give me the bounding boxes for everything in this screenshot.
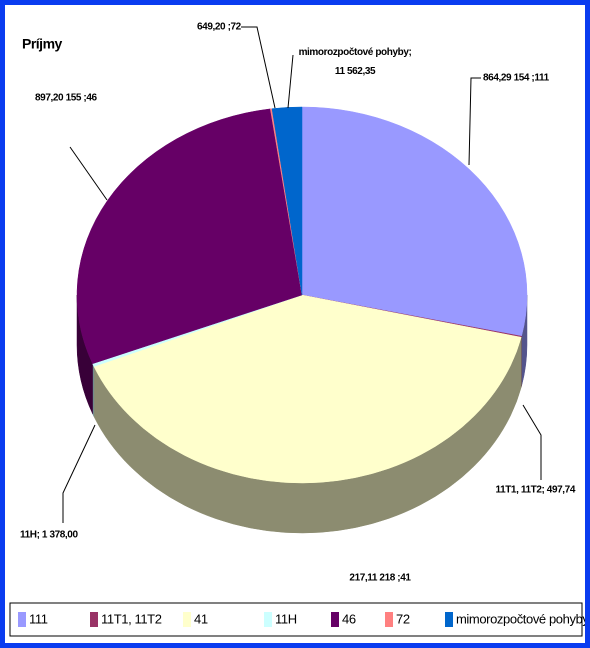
leader-line bbox=[241, 26, 276, 109]
data-label: 649,20 ;72 bbox=[197, 22, 242, 33]
legend-swatch bbox=[385, 612, 393, 627]
data-label: 897,20 155 ;46 bbox=[35, 93, 98, 104]
legend-label: mimorozpočtové pohyby bbox=[456, 611, 585, 626]
leader-line bbox=[468, 77, 481, 166]
legend-label: 72 bbox=[396, 611, 410, 626]
leader-line bbox=[522, 404, 542, 480]
legend-swatch bbox=[264, 612, 272, 627]
slice bbox=[271, 106, 303, 296]
data-label: 11H; 1 378,00 bbox=[20, 530, 78, 541]
slice bbox=[301, 106, 528, 337]
legend-label: 11T1, 11T2 bbox=[101, 611, 162, 626]
legend-label: 111 bbox=[29, 611, 48, 626]
data-label: 11T1, 11T2; 497,74 bbox=[495, 485, 575, 496]
data-label: mimorozpočtové pohyby; 11 562,35 bbox=[298, 47, 412, 77]
leader-line bbox=[62, 424, 96, 523]
leader-line bbox=[287, 54, 294, 109]
chart-title: Príjmy bbox=[22, 36, 63, 52]
legend-swatch bbox=[18, 612, 26, 627]
legend-swatch bbox=[445, 612, 453, 627]
leader-line bbox=[69, 146, 108, 201]
legend-label: 11H bbox=[275, 611, 297, 626]
slice bbox=[76, 108, 303, 365]
legend-swatch bbox=[331, 612, 339, 627]
legend-label: 41 bbox=[194, 611, 208, 626]
legend-swatch bbox=[183, 612, 191, 627]
slice bbox=[93, 294, 522, 484]
legend-box bbox=[9, 602, 583, 637]
legend-swatch bbox=[90, 612, 98, 627]
data-label: 217,11 218 ;41 bbox=[349, 573, 411, 584]
legend-label: 46 bbox=[342, 611, 356, 626]
chart: Príjmy 864,29 154 ;111 11T1, 11T2; 497,74… bbox=[9, 22, 585, 637]
data-label: 864,29 154 ;111 bbox=[483, 73, 550, 84]
